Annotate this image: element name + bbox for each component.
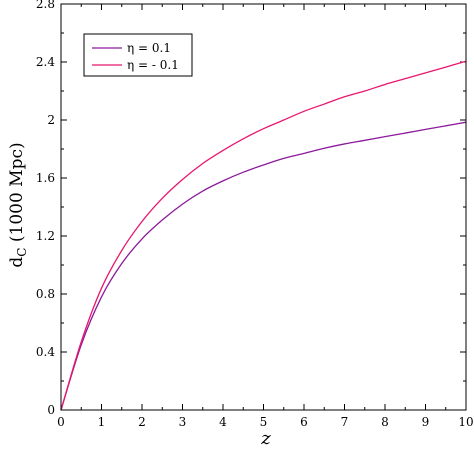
tick-labels: 0 1 2 3 4 5 6 7 8 9 10 0 0.4 0.8 1.2 1.6 2 2.4 2.8 xyxy=(36,0,474,429)
y-axis-title-main: d xyxy=(7,257,27,268)
y-axis-title-rest: (1000 Mpc) xyxy=(7,142,27,247)
x-tick-label: 2 xyxy=(138,415,146,429)
legend-label-eta-minus-0.1: η = - 0.1 xyxy=(127,58,179,72)
x-tick-label: 8 xyxy=(381,415,389,429)
x-tick-label: 9 xyxy=(422,415,430,429)
legend: η = 0.1 η = - 0.1 xyxy=(83,33,193,77)
plot-frame xyxy=(60,3,467,411)
x-tick-label: 5 xyxy=(260,415,268,429)
series-lines xyxy=(60,60,467,411)
x-axis-title: z xyxy=(260,428,271,449)
y-tick-label: 2 xyxy=(47,113,55,127)
x-tick-label: 10 xyxy=(458,415,473,429)
y-tick-label: 1.2 xyxy=(36,229,55,243)
y-tick-label: 1.6 xyxy=(36,171,55,185)
legend-label-eta-0.1: η = 0.1 xyxy=(127,41,171,55)
x-tick-label: 0 xyxy=(57,415,65,429)
x-tick-label: 7 xyxy=(341,415,349,429)
y-tick-label: 0.4 xyxy=(36,345,55,359)
x-tick-label: 1 xyxy=(98,415,106,429)
y-tick-label: 0 xyxy=(47,403,55,417)
x-tick-label: 3 xyxy=(179,415,187,429)
y-axis-title-sub: C xyxy=(15,248,29,257)
legend-box xyxy=(83,33,193,77)
series-line-0 xyxy=(60,121,467,411)
y-tick-label: 2.4 xyxy=(36,55,55,69)
y-tick-label: 0.8 xyxy=(36,287,55,301)
y-axis-title: dC (1000 Mpc) xyxy=(7,142,29,267)
x-tick-label: 4 xyxy=(219,415,227,429)
series-line-1 xyxy=(60,60,467,411)
y-tick-label: 2.8 xyxy=(36,0,55,11)
x-tick-label: 6 xyxy=(300,415,308,429)
